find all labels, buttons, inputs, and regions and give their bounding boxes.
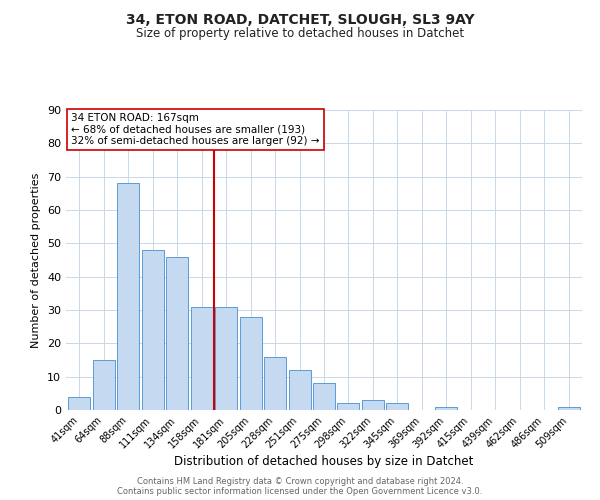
Bar <box>557 406 580 410</box>
Y-axis label: Number of detached properties: Number of detached properties <box>31 172 41 348</box>
Bar <box>362 400 384 410</box>
Bar <box>93 360 115 410</box>
Bar <box>386 404 409 410</box>
Bar <box>435 406 457 410</box>
Bar <box>264 356 286 410</box>
Bar <box>289 370 311 410</box>
Bar <box>118 184 139 410</box>
Text: Size of property relative to detached houses in Datchet: Size of property relative to detached ho… <box>136 28 464 40</box>
Bar <box>239 316 262 410</box>
Bar <box>337 404 359 410</box>
Bar <box>215 306 237 410</box>
Bar <box>68 396 91 410</box>
Bar <box>166 256 188 410</box>
Bar <box>313 384 335 410</box>
X-axis label: Distribution of detached houses by size in Datchet: Distribution of detached houses by size … <box>175 456 473 468</box>
Text: Contains public sector information licensed under the Open Government Licence v3: Contains public sector information licen… <box>118 488 482 496</box>
Bar <box>191 306 213 410</box>
Text: 34 ETON ROAD: 167sqm
← 68% of detached houses are smaller (193)
32% of semi-deta: 34 ETON ROAD: 167sqm ← 68% of detached h… <box>71 113 320 146</box>
Bar <box>142 250 164 410</box>
Text: Contains HM Land Registry data © Crown copyright and database right 2024.: Contains HM Land Registry data © Crown c… <box>137 478 463 486</box>
Text: 34, ETON ROAD, DATCHET, SLOUGH, SL3 9AY: 34, ETON ROAD, DATCHET, SLOUGH, SL3 9AY <box>125 12 475 26</box>
